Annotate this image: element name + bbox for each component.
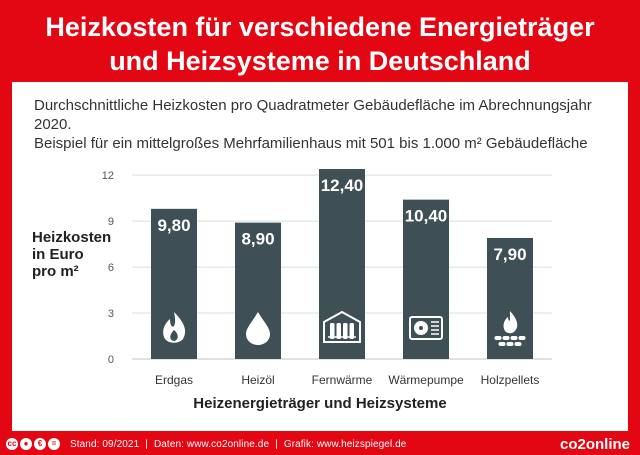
x-tick-label: Holzpellets: [481, 373, 540, 387]
footer: cc ● € = Stand: 09/2021 | Daten: www.co2on…: [0, 434, 640, 455]
pellet-fire-icon: [494, 311, 526, 346]
x-axis-label: Heizenergieträger und Heizsysteme: [193, 395, 447, 412]
flame-icon: [163, 312, 186, 343]
x-tick-label: Fernwärme: [312, 373, 373, 387]
bar-value-label: 8,90: [241, 230, 274, 249]
y-axis-label-line-1: Heizkosten: [32, 229, 112, 246]
y-axis-label: Heizkosten in Euro pro m²: [32, 229, 111, 280]
subtitle-line-1: Durchschnittliche Heizkosten pro Quadrat…: [34, 97, 592, 133]
chart-panel: Durchschnittliche Heizkosten pro Quadrat…: [12, 82, 628, 431]
y-tick-label: 0: [108, 354, 114, 366]
heat-pump-icon: [409, 316, 443, 340]
footer-credits: Stand: 09/2021 | Daten: www.co2online.de | G…: [70, 439, 407, 450]
y-tick-label: 9: [108, 216, 114, 228]
bar-chart: 0 3 6 9 12 9,80 Erdgas 8,90 Heizöl 12,40 Fernwärm…: [102, 169, 552, 387]
title-line-1: Heizkosten für verschiedene Energieträge…: [45, 12, 595, 42]
y-axis-label-line-3: pro m²: [32, 263, 79, 280]
bar: [487, 237, 533, 359]
y-tick-label: 6: [108, 262, 114, 274]
bar: [319, 169, 365, 359]
x-tick-label: Wärmepumpe: [388, 373, 464, 387]
nd-icon: =: [48, 438, 60, 450]
bar-value-label: 12,40: [321, 176, 364, 195]
radiator-icon: [323, 310, 361, 343]
bar-value-label: 7,90: [493, 245, 526, 264]
footer-daten: Daten: www.co2online.de: [153, 439, 270, 450]
cc-icon: cc: [6, 438, 18, 450]
subtitle-line-2: Beispiel für ein mittelgroßes Mehrfamili…: [34, 135, 588, 152]
title-line-2: und Heizsysteme in Deutschland: [109, 46, 531, 76]
x-tick-label: Erdgas: [155, 373, 193, 387]
brand-logo: co2online: [559, 436, 630, 453]
y-tick-label: 12: [102, 170, 114, 182]
footer-stand: Stand: 09/2021: [70, 439, 140, 450]
oil-drop-icon: [246, 312, 270, 345]
chart-subtitle: Durchschnittliche Heizkosten pro Quadrat…: [34, 96, 624, 153]
y-axis-label-line-2: in Euro: [32, 246, 84, 263]
footer-grafik: Grafik: www.heizspiegel.de: [283, 439, 407, 450]
y-tick-label: 3: [108, 308, 114, 320]
page-title: Heizkosten für verschiedene Energieträge…: [0, 10, 640, 78]
bar-value-label: 9,80: [157, 216, 190, 235]
nc-icon: €: [34, 438, 46, 450]
license-badges: cc ● € =: [6, 438, 60, 450]
by-icon: ●: [20, 438, 32, 450]
bar-value-label: 10,40: [405, 207, 448, 226]
x-tick-label: Heizöl: [241, 373, 274, 387]
